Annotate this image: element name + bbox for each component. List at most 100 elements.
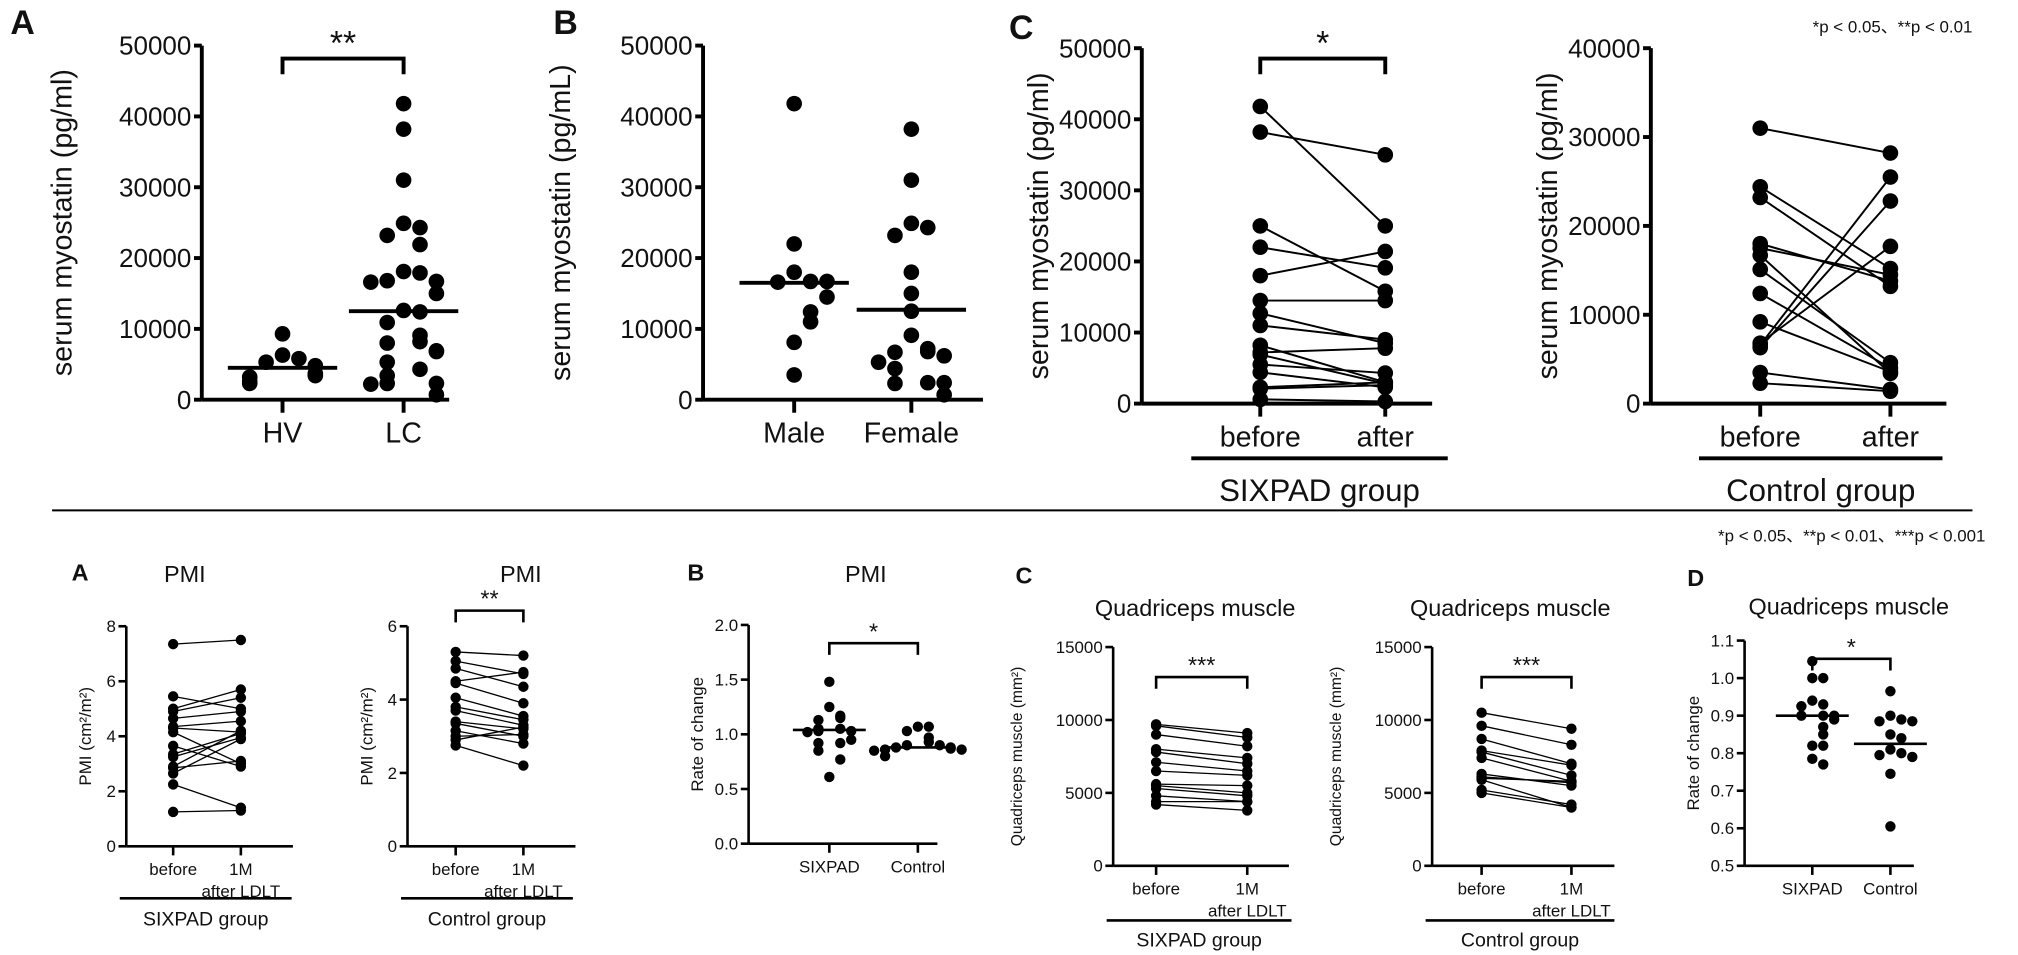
pair-line	[173, 710, 241, 720]
y-tick-label: 10000	[119, 314, 191, 344]
pair-line	[1481, 777, 1572, 782]
data-point-before	[450, 655, 461, 667]
data-point-after	[1377, 393, 1394, 410]
significance-bracket	[454, 609, 525, 623]
data-point	[412, 333, 428, 350]
y-axis-label: Quadriceps muscle (mm²)	[1009, 667, 1026, 847]
y-axis-label: Rate of change	[1684, 696, 1703, 811]
data-point-after	[1882, 169, 1899, 185]
significance-stars: *	[1847, 634, 1856, 660]
y-tick-label: 10000	[1056, 711, 1103, 730]
y-tick-label: 0	[177, 385, 191, 415]
data-point-after	[518, 681, 529, 692]
data-point	[1885, 821, 1896, 832]
data-point-after	[1882, 363, 1899, 380]
pair-line	[172, 730, 242, 768]
data-point-before	[167, 768, 179, 779]
data-point	[428, 343, 445, 360]
significance-stars: ***	[1188, 652, 1215, 678]
y-tick-label: 2	[106, 782, 115, 801]
pair-line	[1156, 751, 1248, 765]
data-point-before	[1252, 292, 1269, 309]
data-point	[1796, 701, 1807, 712]
data-point	[936, 386, 952, 403]
y-tick-label: 0.8	[1711, 744, 1735, 763]
group-label: Control group	[428, 909, 546, 931]
pair-line	[173, 727, 241, 733]
data-point	[379, 335, 396, 351]
pair-line	[1759, 320, 1891, 373]
significance-stars: **	[480, 586, 498, 612]
significance-bracket	[1810, 657, 1892, 671]
y-tick-label: 15000	[1375, 638, 1422, 657]
pair-line	[1481, 779, 1572, 809]
top-note: *p < 0.05、**p < 0.01	[1813, 18, 1973, 37]
data-point	[824, 676, 835, 688]
data-point	[395, 215, 412, 232]
y-tick-label: 5000	[1384, 784, 1422, 803]
x-tick-label: before	[1720, 422, 1801, 454]
pair-line	[173, 639, 241, 645]
data-point-after	[235, 725, 247, 736]
group-label: Control group	[1461, 930, 1579, 952]
data-point	[868, 745, 880, 756]
data-point-before	[1476, 752, 1487, 764]
chart-panel-6: 0.0 0.5 1.0 1.5 2.0 Rate of change PMI SIXPAD Co…	[688, 561, 967, 876]
pair-line	[1156, 783, 1248, 787]
pair-line	[1156, 748, 1248, 759]
data-point-after	[1377, 243, 1394, 260]
data-point	[307, 367, 324, 384]
y-tick-label: 1.0	[1711, 669, 1735, 688]
y-tick-label: 1.1	[1711, 631, 1735, 650]
data-point	[936, 374, 952, 391]
y-axis-label: serum myostatin (pg/mL)	[545, 64, 577, 381]
data-point-before	[1476, 787, 1487, 799]
data-point-after	[235, 733, 247, 745]
data-point-after	[1242, 805, 1253, 816]
pair-line	[1481, 712, 1572, 730]
data-point-before	[1476, 774, 1487, 785]
data-point	[412, 219, 428, 236]
data-point	[802, 726, 813, 738]
data-point-after	[518, 760, 529, 771]
pair-line	[173, 760, 241, 769]
pair-line	[1156, 723, 1248, 734]
x-tick-label: after	[1357, 422, 1415, 454]
pair-line	[1759, 254, 1892, 375]
data-point-before	[1150, 757, 1162, 768]
x-tick-label: Female	[864, 418, 959, 450]
data-point-after	[1242, 770, 1253, 781]
data-point-after	[1566, 776, 1577, 787]
y-axis-label: serum myostatin (pg/ml)	[1023, 72, 1055, 379]
pair-line	[1760, 371, 1891, 391]
data-point	[412, 265, 428, 281]
pair-line	[1759, 185, 1891, 270]
data-point	[923, 721, 935, 732]
chart-panel-4: 0 2 4 6 8 PMI (cm²/m²) PMI before 1M after LDLT SI…	[76, 561, 293, 931]
y-tick-label: 2.0	[715, 616, 739, 635]
y-tick-label: 30000	[620, 172, 692, 202]
pair-line	[172, 738, 242, 774]
data-point-after	[1242, 758, 1253, 769]
group-label: SIXPAD group	[143, 909, 269, 931]
y-tick-label: 0	[1117, 389, 1131, 419]
significance-bracket	[280, 56, 406, 75]
data-point-before	[167, 751, 179, 763]
pair-line	[1481, 789, 1572, 806]
data-point-after	[1377, 147, 1394, 163]
y-tick-label: 0	[106, 837, 115, 856]
x-tick-label: Male	[763, 418, 825, 450]
data-point-before	[1752, 120, 1769, 136]
x-tick-label: LC	[385, 418, 422, 450]
data-point	[291, 350, 307, 367]
data-point-before	[1150, 720, 1162, 732]
data-point-after	[1377, 260, 1394, 276]
pair-line	[1759, 176, 1892, 346]
data-point	[1885, 768, 1896, 780]
pair-line	[1259, 225, 1386, 293]
data-point	[903, 327, 920, 344]
pair-line	[1156, 725, 1248, 739]
y-tick-label: 20000	[1059, 247, 1131, 277]
y-tick-label: 10000	[1568, 300, 1640, 330]
